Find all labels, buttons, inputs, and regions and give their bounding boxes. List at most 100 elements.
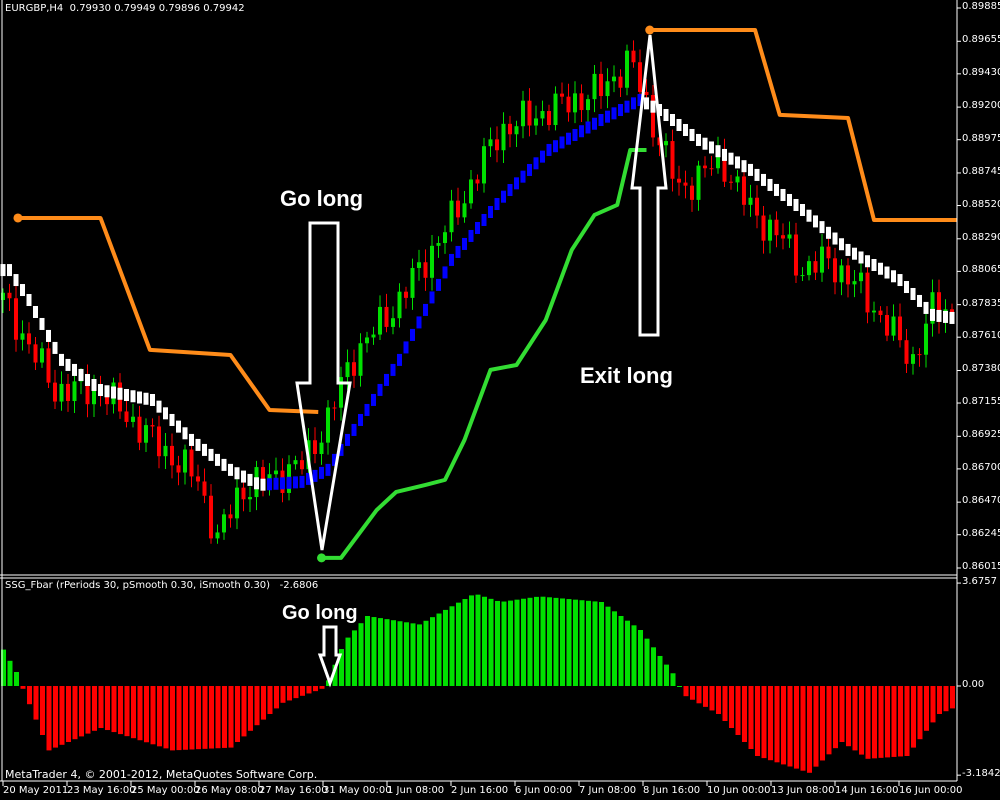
- midline-down-block: [111, 386, 116, 399]
- midline-up-block: [293, 476, 298, 489]
- candle-body: [443, 232, 447, 244]
- midline-down-block: [787, 193, 792, 206]
- candle-body: [488, 139, 493, 147]
- price-tick-label: 0.86245: [962, 527, 1000, 539]
- midline-down-block: [722, 148, 727, 161]
- candle-body: [183, 449, 187, 473]
- candle-body: [124, 411, 129, 422]
- histogram-bar: [735, 686, 741, 735]
- histogram-bar: [527, 597, 533, 686]
- candle-body: [566, 96, 571, 113]
- candle-body: [40, 348, 44, 363]
- candle-body: [521, 100, 525, 127]
- histogram-bar: [651, 647, 656, 686]
- histogram-bar: [878, 686, 884, 758]
- candle-body: [163, 445, 168, 457]
- histogram-bar: [85, 686, 91, 734]
- midline-up-block: [280, 477, 285, 490]
- midline-down-block: [59, 353, 64, 366]
- histogram-tick-label: 3.6757: [962, 576, 997, 588]
- candle-body: [150, 425, 155, 427]
- candle-body: [345, 362, 350, 378]
- histogram-bar: [748, 686, 754, 749]
- histogram-bar: [79, 686, 84, 737]
- price-tick-label: 0.86925: [962, 429, 1000, 441]
- time-tick-label: 31 May 00:00: [323, 785, 392, 796]
- histogram-bar: [176, 686, 182, 751]
- histogram-bar: [248, 686, 253, 731]
- midline-up-block: [319, 466, 324, 479]
- candle-body: [170, 445, 174, 466]
- candle-body: [820, 246, 824, 273]
- histogram-bar: [475, 594, 481, 686]
- candle-body: [735, 176, 740, 183]
- midline-up-block: [423, 303, 428, 316]
- histogram-bar: [27, 686, 32, 705]
- histogram-bar: [670, 673, 676, 686]
- histogram-bar: [189, 686, 195, 750]
- histogram-bar: [157, 686, 162, 747]
- candle-body: [690, 185, 694, 200]
- candle-body: [339, 377, 343, 408]
- exit-long-arrow: [630, 34, 668, 337]
- histogram-bar: [677, 686, 682, 687]
- histogram-bar: [911, 686, 916, 748]
- histogram-bar: [345, 637, 351, 686]
- candle-body: [378, 306, 382, 335]
- midline-down-block: [26, 294, 32, 307]
- midline-up-block: [338, 443, 344, 456]
- histogram-bar: [293, 686, 299, 699]
- candle-body: [794, 234, 798, 276]
- midline-up-block: [598, 114, 604, 126]
- price-tick-label: 0.87835: [962, 297, 1000, 309]
- histogram-bar: [521, 598, 526, 686]
- histogram-bar: [586, 600, 591, 686]
- midline-up-block: [481, 213, 487, 226]
- histogram-bar: [410, 623, 416, 686]
- histogram-bar: [865, 686, 871, 759]
- lower-stop-line: [321, 147, 647, 560]
- histogram-bar: [514, 599, 520, 686]
- time-tick-label: 16 Jun 00:00: [899, 785, 963, 796]
- histogram-bar: [124, 686, 130, 737]
- candle-body: [417, 262, 421, 268]
- histogram: [1, 594, 955, 773]
- histogram-bar: [566, 599, 572, 686]
- histogram-bar: [937, 686, 942, 714]
- midline-down-block: [904, 281, 909, 294]
- histogram-bar: [436, 613, 442, 686]
- midline-down-block: [46, 329, 51, 342]
- histogram-bar: [488, 598, 494, 686]
- histogram-bar: [657, 655, 663, 686]
- histogram-bar: [553, 597, 559, 686]
- histogram-bar: [46, 686, 52, 751]
- price-tick-label: 0.88745: [962, 165, 1000, 177]
- candle-body: [384, 306, 389, 327]
- midline-up-block: [611, 107, 617, 120]
- candle-body: [475, 179, 480, 184]
- histogram-bar: [358, 623, 364, 686]
- histogram-bar: [53, 686, 58, 748]
- candle-body: [202, 481, 207, 496]
- midline-up-block: [494, 198, 500, 211]
- histogram-bar: [306, 686, 312, 694]
- midline-down-block: [949, 311, 955, 324]
- histogram-bar: [33, 686, 39, 720]
- candle-body: [950, 309, 954, 313]
- midline-down-block: [663, 109, 669, 122]
- candle-body: [59, 383, 64, 402]
- candle-body: [560, 93, 564, 97]
- midline-up-block: [429, 291, 435, 304]
- time-tick-label: 2 Jun 16:00: [451, 785, 509, 796]
- midline-up-block: [416, 316, 422, 329]
- histogram-bar: [20, 686, 26, 689]
- midline-down-block: [884, 266, 890, 279]
- candle-body: [332, 407, 337, 409]
- histogram-bar: [846, 686, 851, 747]
- midline-down-block: [852, 247, 857, 260]
- midline-up-block: [585, 121, 591, 134]
- histogram-bar: [365, 616, 370, 686]
- candle-body: [313, 440, 317, 455]
- histogram-bar: [755, 686, 760, 756]
